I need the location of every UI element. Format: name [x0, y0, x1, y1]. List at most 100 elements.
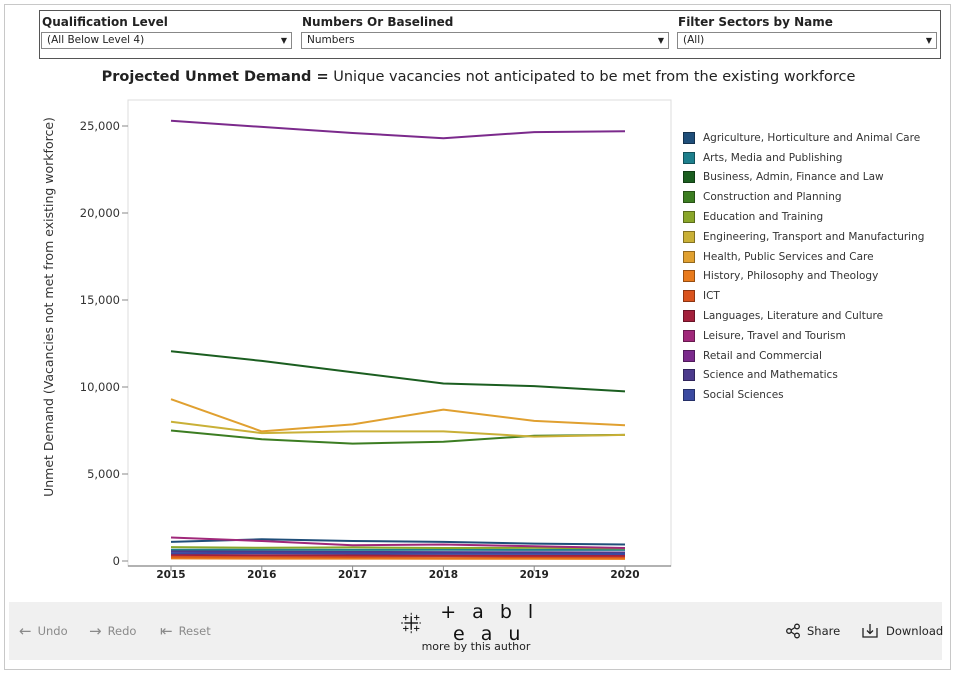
- legend-label: Construction and Planning: [703, 191, 842, 204]
- tableau-wordmark: + a b l e a u: [440, 601, 539, 645]
- y-tick-label: 5,000: [87, 467, 120, 481]
- undo-button[interactable]: ← Undo: [19, 622, 68, 640]
- download-label: Download: [886, 624, 944, 638]
- x-tick-label: 2017: [338, 569, 367, 581]
- numbers-or-baselined-filter: Numbers Or Baselined Numbers ▼: [301, 13, 669, 49]
- toolbar: ← Undo → Redo ⇤ Reset +: [9, 601, 943, 660]
- legend-swatch: [683, 290, 695, 303]
- legend-item[interactable]: Retail and Commercial: [683, 346, 938, 366]
- legend-swatch: [683, 349, 695, 362]
- legend-item[interactable]: Education and Training: [683, 207, 938, 227]
- download-icon: [862, 624, 878, 638]
- x-tick-label: 2015: [156, 569, 185, 581]
- legend-label: Leisure, Travel and Tourism: [703, 329, 846, 342]
- legend-swatch: [683, 310, 695, 323]
- legend-swatch: [683, 230, 695, 243]
- tableau-logo[interactable]: + a b l e a u more by this author: [401, 601, 551, 653]
- series-line: [170, 557, 626, 560]
- line-chart: 0 5,000 10,000 15,000 20,000 25,000 2015 2016 20…: [41, 99, 672, 581]
- legend-swatch: [683, 151, 695, 164]
- legend-label: Agriculture, Horticulture and Animal Car…: [703, 131, 921, 144]
- legend-label: ICT: [703, 290, 720, 303]
- legend-item[interactable]: Social Sciences: [683, 385, 938, 405]
- legend-item[interactable]: ICT: [683, 286, 938, 306]
- legend-item[interactable]: Science and Mathematics: [683, 366, 938, 386]
- series-line: [170, 553, 625, 557]
- legend-label: Languages, Literature and Culture: [703, 310, 884, 323]
- x-tick-label: 2016: [247, 569, 276, 581]
- chart-title-bold: Projected Unmet Demand =: [101, 69, 329, 85]
- chart-title-rest: Unique vacancies not anticipated to be m…: [328, 69, 856, 85]
- filter-label: Filter Sectors by Name: [678, 15, 833, 29]
- legend-swatch: [683, 191, 695, 204]
- redo-arrow-icon: →: [89, 622, 102, 640]
- series-line: [170, 119, 626, 140]
- legend: Agriculture, Horticulture and Animal Car…: [683, 128, 938, 405]
- series-line: [170, 552, 626, 555]
- series-line: [170, 546, 626, 550]
- reset-button[interactable]: ⇤ Reset: [160, 622, 211, 640]
- y-tick-label: 25,000: [80, 119, 120, 133]
- legend-label: History, Philosophy and Theology: [703, 270, 879, 283]
- filter-value: (All Below Level 4): [47, 34, 145, 46]
- legend-item[interactable]: Health, Public Services and Care: [683, 247, 938, 267]
- qualification-level-select[interactable]: (All Below Level 4) ▼: [41, 32, 292, 49]
- qualification-level-filter: Qualification Level (All Below Level 4) …: [41, 13, 292, 49]
- more-by-author-link[interactable]: more by this author: [421, 640, 531, 653]
- x-tick-label: 2019: [520, 569, 549, 581]
- filter-label: Numbers Or Baselined: [302, 15, 454, 29]
- redo-label: Redo: [107, 624, 137, 638]
- filter-label: Qualification Level: [42, 15, 168, 29]
- series-line: [170, 550, 626, 554]
- filter-value: Numbers: [307, 34, 355, 46]
- legend-item[interactable]: Languages, Literature and Culture: [683, 306, 938, 326]
- series-line: [170, 350, 626, 393]
- legend-label: Retail and Commercial: [703, 349, 822, 362]
- legend-item[interactable]: Arts, Media and Publishing: [683, 148, 938, 168]
- legend-swatch: [683, 211, 695, 224]
- chevron-down-icon: ▼: [280, 36, 287, 45]
- tableau-cross-icon: [401, 612, 422, 634]
- legend-item[interactable]: Leisure, Travel and Tourism: [683, 326, 938, 346]
- download-button[interactable]: Download: [861, 622, 943, 640]
- legend-label: Education and Training: [703, 211, 824, 224]
- legend-label: Arts, Media and Publishing: [703, 151, 843, 164]
- redo-button[interactable]: → Redo: [89, 622, 136, 640]
- series-line: [170, 420, 626, 438]
- legend-item[interactable]: Agriculture, Horticulture and Animal Car…: [683, 128, 938, 148]
- numbers-or-baselined-select[interactable]: Numbers ▼: [301, 32, 669, 49]
- legend-label: Engineering, Transport and Manufacturing: [703, 230, 925, 243]
- chart-title: Projected Unmet Demand = Unique vacancie…: [0, 69, 957, 85]
- share-icon: [786, 623, 800, 639]
- legend-item[interactable]: Construction and Planning: [683, 187, 938, 207]
- chevron-down-icon: ▼: [925, 36, 932, 45]
- legend-swatch: [683, 270, 695, 283]
- legend-swatch: [683, 369, 695, 382]
- filter-panel: Qualification Level (All Below Level 4) …: [39, 10, 941, 59]
- legend-swatch: [683, 389, 695, 402]
- share-button[interactable]: Share: [785, 622, 840, 640]
- y-tick-label: 20,000: [80, 206, 120, 220]
- y-axis-title: Unmet Demand (Vacancies not met from exi…: [41, 117, 56, 497]
- legend-swatch: [683, 329, 695, 342]
- plot-area: [127, 99, 672, 567]
- filter-value: (All): [683, 34, 705, 46]
- series-line: [170, 398, 626, 433]
- series-line: [170, 536, 626, 549]
- reset-label: Reset: [178, 624, 211, 638]
- x-tick-label: 2018: [429, 569, 458, 581]
- legend-item[interactable]: History, Philosophy and Theology: [683, 267, 938, 287]
- x-tick-label: 2020: [610, 569, 639, 581]
- y-tick-label: 15,000: [80, 293, 120, 307]
- legend-swatch: [683, 171, 695, 184]
- legend-item[interactable]: Engineering, Transport and Manufacturing: [683, 227, 938, 247]
- filter-sectors-select[interactable]: (All) ▼: [677, 32, 937, 49]
- legend-label: Social Sciences: [703, 389, 784, 402]
- y-tick-label: 10,000: [80, 380, 120, 394]
- reset-icon: ⇤: [160, 622, 173, 640]
- legend-swatch: [683, 131, 695, 144]
- filter-sectors-by-name-filter: Filter Sectors by Name (All) ▼: [677, 13, 937, 49]
- y-tick-label: 0: [113, 554, 120, 568]
- legend-item[interactable]: Business, Admin, Finance and Law: [683, 168, 938, 188]
- legend-label: Science and Mathematics: [703, 369, 838, 382]
